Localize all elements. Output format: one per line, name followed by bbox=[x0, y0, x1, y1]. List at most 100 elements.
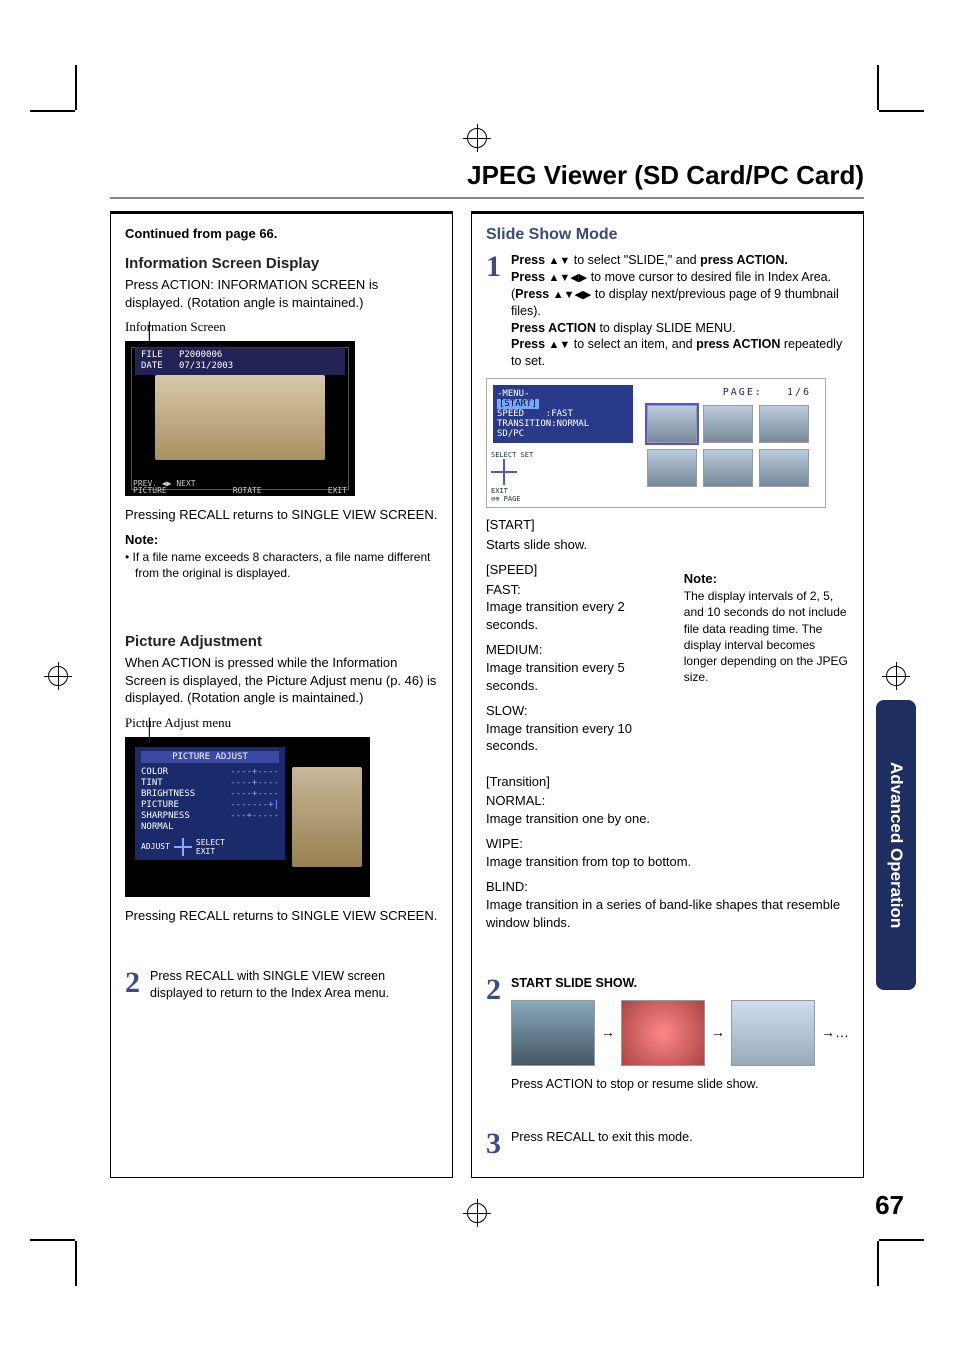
page-value: 1/6 bbox=[787, 387, 811, 398]
crop-mark bbox=[879, 1239, 924, 1241]
registration-mark bbox=[467, 128, 487, 148]
file-value: P2000006 bbox=[179, 350, 222, 360]
step2-heading: START SLIDE SHOW. bbox=[511, 976, 637, 990]
trans-blind-b: Image transition in a series of band-lik… bbox=[486, 896, 849, 931]
start-label: [START] bbox=[486, 516, 849, 534]
pa-row-color: COLOR bbox=[141, 767, 168, 777]
updown-icon: ▲▼ bbox=[549, 255, 571, 267]
arrow-right-icon: → bbox=[711, 1023, 725, 1042]
menu-start: [START] bbox=[497, 399, 539, 409]
menu-sdpc: SD/PC bbox=[497, 429, 629, 439]
crop-mark bbox=[877, 65, 879, 110]
speed-note-label: Note: bbox=[684, 571, 849, 586]
pa-row-tint: TINT bbox=[141, 778, 163, 788]
date-value: 07/31/2003 bbox=[179, 361, 233, 371]
photo-placeholder bbox=[155, 375, 325, 460]
pa-row-picture: PICTURE bbox=[141, 800, 179, 810]
step1-text5: to select an item, and bbox=[570, 337, 696, 351]
note-bullet: • If a file name exceeds 8 characters, a… bbox=[125, 549, 438, 581]
thumbnail bbox=[759, 405, 809, 443]
thumbnail bbox=[647, 449, 697, 487]
pa-adjust-label: ADJUST bbox=[141, 842, 170, 851]
speed-med-h: MEDIUM: bbox=[486, 641, 668, 659]
speed-label: [SPEED] bbox=[486, 561, 668, 579]
trans-normal-b: Image transition one by one. bbox=[486, 810, 849, 828]
crop-mark bbox=[30, 110, 75, 112]
arrows-icon: ▲▼◀▶ bbox=[553, 289, 592, 301]
page-label: PAGE: bbox=[723, 387, 763, 398]
nav-set: SET bbox=[521, 451, 534, 459]
trans-wipe-h: WIPE: bbox=[486, 835, 849, 853]
registration-mark bbox=[886, 666, 906, 686]
arrows-icon: ▲▼◀▶ bbox=[549, 272, 588, 284]
slide-menu-mockup: -MENU- [START] SPEED :FAST TRANSITION:NO… bbox=[486, 378, 826, 508]
info-screen-heading: Information Screen Display bbox=[125, 255, 438, 272]
left-column: Continued from page 66. Information Scre… bbox=[110, 211, 453, 1178]
crop-mark bbox=[879, 110, 924, 112]
step1-text4: to display SLIDE MENU. bbox=[596, 321, 736, 335]
dpad-icon bbox=[491, 459, 517, 485]
step-2-body: Press RECALL with SINGLE VIEW screen dis… bbox=[150, 968, 438, 1002]
step1-text: to select "SLIDE," and bbox=[570, 253, 700, 267]
menu-transition-value: :NORMAL bbox=[551, 419, 589, 429]
speed-slow-b: Image transition every 10 seconds. bbox=[486, 720, 668, 755]
info-screen-caption: Information Screen bbox=[125, 319, 438, 335]
step3-body: Press RECALL to exit this mode. bbox=[511, 1129, 849, 1146]
thumbnail bbox=[759, 449, 809, 487]
picture-adjust-mockup: PICTURE ADJUST COLOR----+---- TINT----+-… bbox=[125, 737, 370, 897]
pa-row-sharpness: SHARPNESS bbox=[141, 811, 190, 821]
note-label: Note: bbox=[125, 532, 438, 547]
section-tab: Advanced Operation bbox=[876, 700, 916, 990]
trans-blind-h: BLIND: bbox=[486, 878, 849, 896]
arrow-right-icon: →… bbox=[821, 1023, 849, 1042]
date-label: DATE bbox=[141, 361, 163, 371]
step-number-2: 2 bbox=[486, 975, 501, 1005]
step1-press3: Press bbox=[515, 287, 553, 301]
dpad-icon bbox=[174, 838, 192, 856]
menu-speed-label: SPEED bbox=[497, 409, 524, 419]
crop-mark bbox=[877, 1241, 879, 1286]
step1-text2: to move cursor to desired file in Index … bbox=[587, 270, 831, 284]
picture-adjust-caption: Picture Adjust menu bbox=[125, 715, 438, 731]
slide-image bbox=[511, 1000, 595, 1066]
speed-note-body: The display intervals of 2, 5, and 10 se… bbox=[684, 588, 849, 685]
thumbnail bbox=[703, 449, 753, 487]
nav-exit: EXIT bbox=[491, 487, 508, 495]
step1-action3: press ACTION bbox=[696, 337, 780, 351]
menu-speed-value: :FAST bbox=[546, 409, 573, 419]
step1-press4: Press bbox=[511, 337, 549, 351]
thumbnail bbox=[703, 405, 753, 443]
speed-slow-h: SLOW: bbox=[486, 702, 668, 720]
pa-return-text: Pressing RECALL returns to SINGLE VIEW S… bbox=[125, 907, 438, 925]
updown-icon: ▲▼ bbox=[549, 339, 571, 351]
pa-menu-title: PICTURE ADJUST bbox=[141, 751, 279, 763]
picture-adjust-heading: Picture Adjustment bbox=[125, 633, 438, 650]
start-body: Starts slide show. bbox=[486, 536, 849, 554]
right-column: Slide Show Mode 1 Press ▲▼ to select "SL… bbox=[471, 211, 864, 1178]
speed-fast-h: FAST: bbox=[486, 581, 668, 599]
info-return-text: Pressing RECALL returns to SINGLE VIEW S… bbox=[125, 506, 438, 524]
exit-label: EXIT bbox=[328, 486, 347, 495]
step2-body: Press ACTION to stop or resume slide sho… bbox=[511, 1076, 849, 1093]
pointer-icon: │ bbox=[145, 719, 155, 737]
slide-show-heading: Slide Show Mode bbox=[486, 226, 849, 244]
page-title: JPEG Viewer (SD Card/PC Card) bbox=[110, 160, 864, 199]
menu-header: -MENU- bbox=[497, 389, 629, 399]
picture-adjust-body: When ACTION is pressed while the Informa… bbox=[125, 654, 438, 707]
step-number-2: 2 bbox=[125, 968, 140, 998]
step1-action: press ACTION. bbox=[700, 253, 788, 267]
menu-transition-label: TRANSITION bbox=[497, 419, 551, 429]
crop-mark bbox=[75, 65, 77, 110]
pa-row-brightness: BRIGHTNESS bbox=[141, 789, 195, 799]
photo-placeholder bbox=[292, 767, 362, 867]
step1-press2: Press bbox=[511, 270, 549, 284]
step-number-3: 3 bbox=[486, 1129, 501, 1159]
step-1-body: Press ▲▼ to select "SLIDE," and press AC… bbox=[511, 252, 849, 370]
file-label: FILE bbox=[141, 350, 163, 360]
page-number: 67 bbox=[875, 1190, 904, 1221]
speed-fast-b: Image transition every 2 seconds. bbox=[486, 598, 668, 633]
crop-mark bbox=[30, 1239, 75, 1241]
transition-label: [Transition] bbox=[486, 773, 849, 791]
speed-med-b: Image transition every 5 seconds. bbox=[486, 659, 668, 694]
nav-page: PAGE bbox=[504, 495, 521, 503]
